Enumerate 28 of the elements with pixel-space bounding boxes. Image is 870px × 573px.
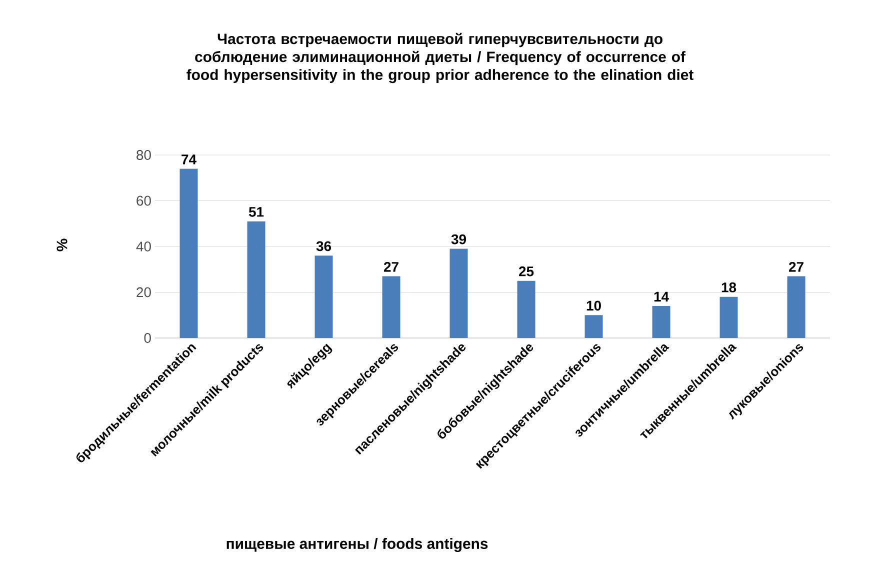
bar — [584, 315, 603, 338]
bar — [652, 306, 670, 338]
x-axis-title: пищевые антигены / foods antigens — [226, 538, 488, 552]
bar — [247, 221, 266, 338]
bar — [450, 248, 468, 338]
data-label: 27 — [788, 262, 804, 272]
y-tick-label: 0 — [144, 333, 151, 343]
chart-title: Частота встречаемости пищевой гиперчувсвительности до соблюдение элиминационной диеты / Frequency of occurrence of food hypersensitivity in the group prior adherence to the elination diet — [186, 32, 694, 84]
data-label: 27 — [384, 262, 398, 272]
y-tick-label: 40 — [136, 242, 151, 252]
y-tick-label: 20 — [136, 287, 151, 298]
bar — [517, 280, 536, 338]
data-label: 18 — [722, 282, 736, 292]
data-label: 51 — [248, 207, 264, 217]
bar — [180, 168, 198, 338]
data-label: 74 — [182, 154, 196, 164]
data-label: 10 — [586, 300, 601, 311]
data-label: 36 — [316, 241, 331, 252]
data-label: 39 — [451, 234, 466, 244]
bar — [382, 276, 400, 338]
data-label: 25 — [518, 266, 534, 276]
bar — [787, 276, 806, 338]
y-tick-label: 60 — [136, 196, 151, 206]
bar — [720, 296, 738, 338]
y-axis-title: % — [56, 238, 68, 252]
data-label: 14 — [654, 292, 669, 302]
y-tick-label: 80 — [136, 150, 151, 160]
bar — [314, 256, 333, 338]
